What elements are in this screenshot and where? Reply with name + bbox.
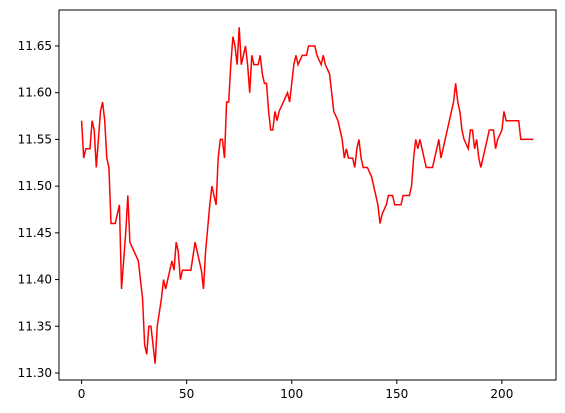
y-tick-label: 11.50 [18,179,52,193]
y-tick-label: 11.30 [18,366,52,380]
y-tick-label: 11.60 [18,86,52,100]
axes-frame [58,9,557,381]
x-tick-label: 0 [78,387,86,401]
x-tick-label: 200 [490,387,513,401]
x-tick-label: 150 [385,387,408,401]
x-tick-label: 100 [280,387,303,401]
y-tick-label: 11.65 [18,39,52,53]
y-tick-label: 11.55 [18,132,52,146]
y-tick-label: 11.40 [18,273,52,287]
y-tick-label: 11.45 [18,226,52,240]
y-tick-label: 11.35 [18,319,52,333]
x-tick-label: 50 [179,387,194,401]
data-line [80,27,534,364]
